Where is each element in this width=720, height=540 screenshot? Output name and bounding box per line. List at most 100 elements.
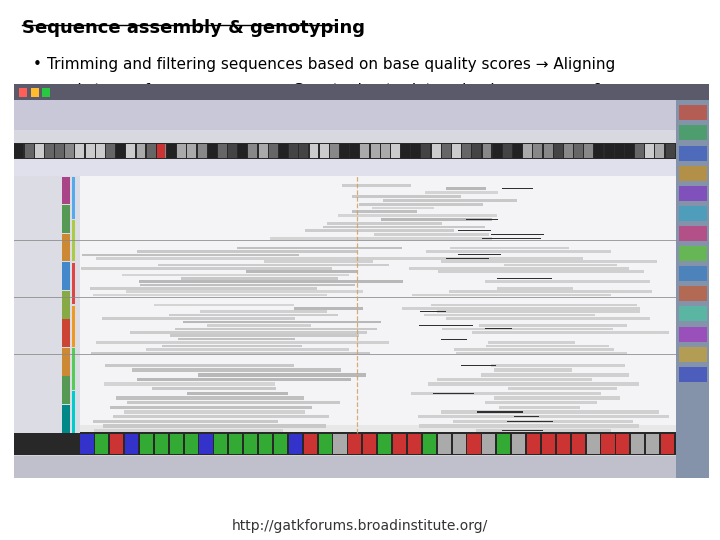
Bar [446, 258, 489, 259]
Bar [508, 387, 617, 390]
Bar [431, 145, 441, 158]
Bar [584, 145, 593, 158]
Bar [678, 206, 706, 221]
Bar [320, 145, 328, 158]
Bar [167, 145, 176, 158]
Bar [62, 319, 70, 347]
Bar [104, 382, 276, 386]
Bar [437, 377, 592, 381]
Bar [19, 88, 27, 97]
Bar [177, 145, 186, 158]
Bar [678, 306, 706, 321]
Bar [678, 367, 706, 382]
Bar [270, 237, 492, 240]
Bar [411, 392, 600, 395]
Bar [497, 278, 552, 279]
Bar [259, 434, 272, 454]
Bar [124, 410, 305, 414]
Bar [482, 238, 541, 239]
Bar [411, 145, 420, 158]
Bar [147, 145, 156, 158]
Bar [364, 434, 377, 454]
Bar [66, 145, 74, 158]
Bar [352, 211, 417, 213]
Bar [106, 145, 115, 158]
Bar [72, 306, 75, 347]
Bar [110, 434, 123, 454]
Bar [503, 264, 617, 266]
Bar [14, 143, 676, 159]
Bar [495, 396, 621, 400]
Bar [454, 348, 614, 350]
Bar [170, 334, 359, 337]
Bar [423, 434, 436, 454]
Bar [157, 145, 165, 158]
Bar [587, 434, 600, 454]
Bar [274, 434, 287, 454]
Bar [62, 291, 70, 319]
Bar [130, 331, 367, 334]
Bar [14, 456, 676, 478]
Bar [24, 145, 34, 158]
Bar [391, 145, 400, 158]
Bar [554, 145, 563, 158]
Bar [372, 206, 433, 210]
Bar [14, 145, 23, 158]
Bar [200, 310, 326, 313]
Bar [338, 214, 497, 217]
Bar [348, 434, 361, 454]
Bar [383, 199, 516, 202]
Bar [96, 145, 105, 158]
Bar [472, 331, 669, 334]
Bar [523, 145, 532, 158]
Bar [646, 434, 660, 454]
Bar [361, 145, 369, 158]
Bar [289, 434, 302, 454]
Bar [62, 376, 70, 404]
Bar [467, 285, 494, 286]
Bar [498, 434, 510, 454]
Bar [138, 377, 351, 381]
Bar [105, 364, 294, 367]
Bar [31, 88, 39, 97]
Bar [485, 328, 512, 329]
Bar [424, 314, 595, 316]
Bar [207, 324, 311, 327]
Bar [572, 434, 585, 454]
Bar [14, 432, 676, 455]
Bar [95, 434, 109, 454]
Bar [81, 425, 676, 432]
Bar [476, 429, 611, 433]
Bar [678, 347, 706, 362]
Bar [481, 373, 629, 376]
Bar [294, 307, 363, 309]
Bar [678, 166, 706, 181]
Bar [246, 271, 357, 273]
Bar [534, 145, 542, 158]
Bar [215, 434, 228, 454]
Bar [62, 348, 70, 375]
Bar [132, 368, 341, 372]
Bar [456, 352, 627, 354]
Bar [486, 345, 608, 347]
Text: http://gatkforums.broadinstitute.org/: http://gatkforums.broadinstitute.org/ [232, 519, 488, 534]
Bar [527, 434, 540, 454]
Bar [371, 145, 379, 158]
Bar [333, 434, 346, 454]
Bar [466, 219, 498, 220]
Bar [340, 145, 349, 158]
Bar [178, 338, 294, 340]
Bar [155, 434, 168, 454]
Bar [264, 260, 374, 263]
Bar [14, 176, 676, 433]
Bar [126, 145, 135, 158]
Bar [72, 263, 75, 304]
Bar [116, 396, 304, 400]
Bar [198, 373, 366, 376]
Bar [645, 145, 654, 158]
Bar [14, 100, 676, 130]
Bar [138, 250, 357, 253]
Bar [408, 434, 421, 454]
Bar [425, 191, 498, 194]
Bar [438, 271, 644, 273]
